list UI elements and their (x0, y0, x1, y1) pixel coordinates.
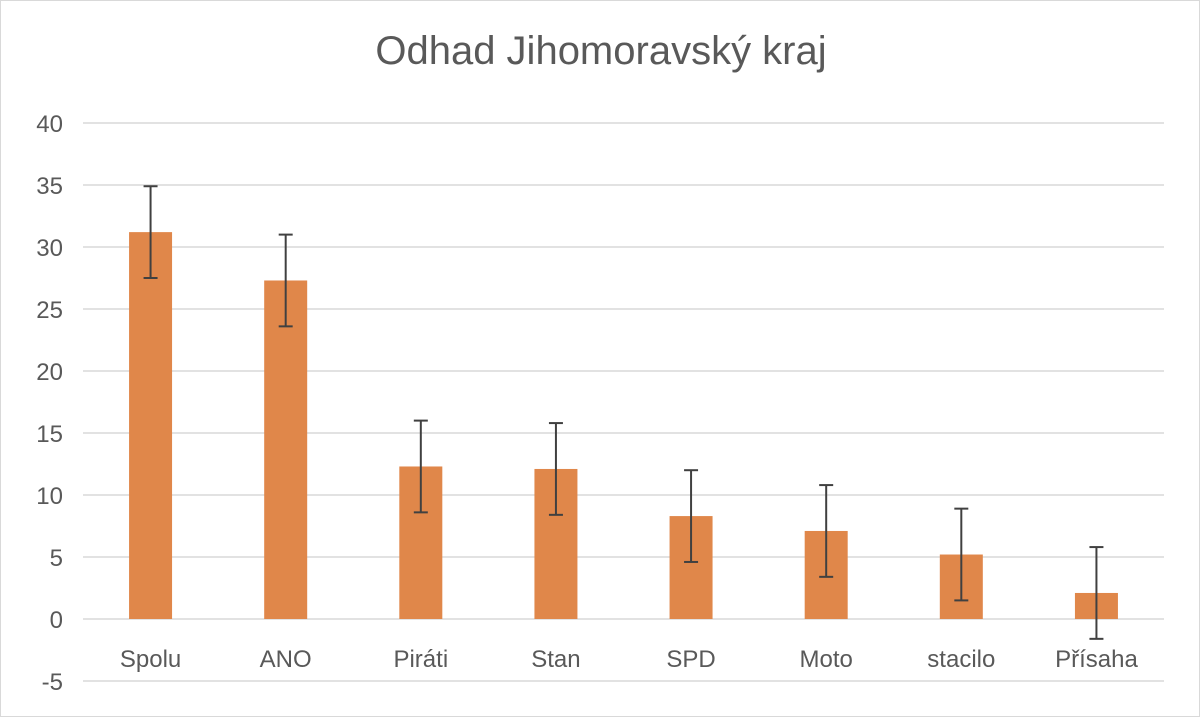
x-tick-label: Spolu (120, 646, 181, 673)
y-tick-label: 40 (36, 111, 63, 138)
x-tick-label: Přísaha (1055, 646, 1138, 673)
x-tick-label: Moto (800, 646, 853, 673)
gridlines (83, 122, 1164, 682)
y-tick-label: -5 (42, 669, 63, 696)
bars (129, 232, 1118, 619)
error-bar (278, 233, 293, 328)
error-bar (1089, 546, 1104, 640)
y-tick-labels: -5 0 5 10 15 20 25 30 35 40 (36, 111, 63, 696)
x-tick-label: SPD (666, 646, 715, 673)
chart-title: Odhad Jihomoravský kraj (375, 29, 827, 73)
error-bars (143, 185, 1104, 640)
x-tick-labels: Spolu ANO Piráti Stan SPD Moto stacilo Přísaha (120, 646, 1139, 673)
error-bar (954, 507, 969, 602)
x-tick-label: ANO (260, 646, 312, 673)
y-tick-label: 15 (36, 421, 63, 448)
x-tick-label: Piráti (393, 646, 448, 673)
x-tick-label: stacilo (927, 646, 995, 673)
error-bar (684, 469, 699, 563)
x-tick-label: Stan (531, 646, 580, 673)
error-bar (819, 484, 834, 578)
y-tick-label: 30 (36, 235, 63, 262)
bar (129, 232, 173, 619)
error-bar (548, 422, 563, 516)
error-bar (143, 185, 158, 279)
y-tick-label: 25 (36, 297, 63, 324)
error-bar (413, 419, 428, 514)
y-tick-label: 35 (36, 173, 63, 200)
bar (264, 280, 308, 619)
y-tick-label: 10 (36, 483, 63, 510)
y-tick-label: 20 (36, 359, 63, 386)
y-tick-label: 0 (50, 607, 63, 634)
y-tick-label: 5 (50, 545, 63, 572)
